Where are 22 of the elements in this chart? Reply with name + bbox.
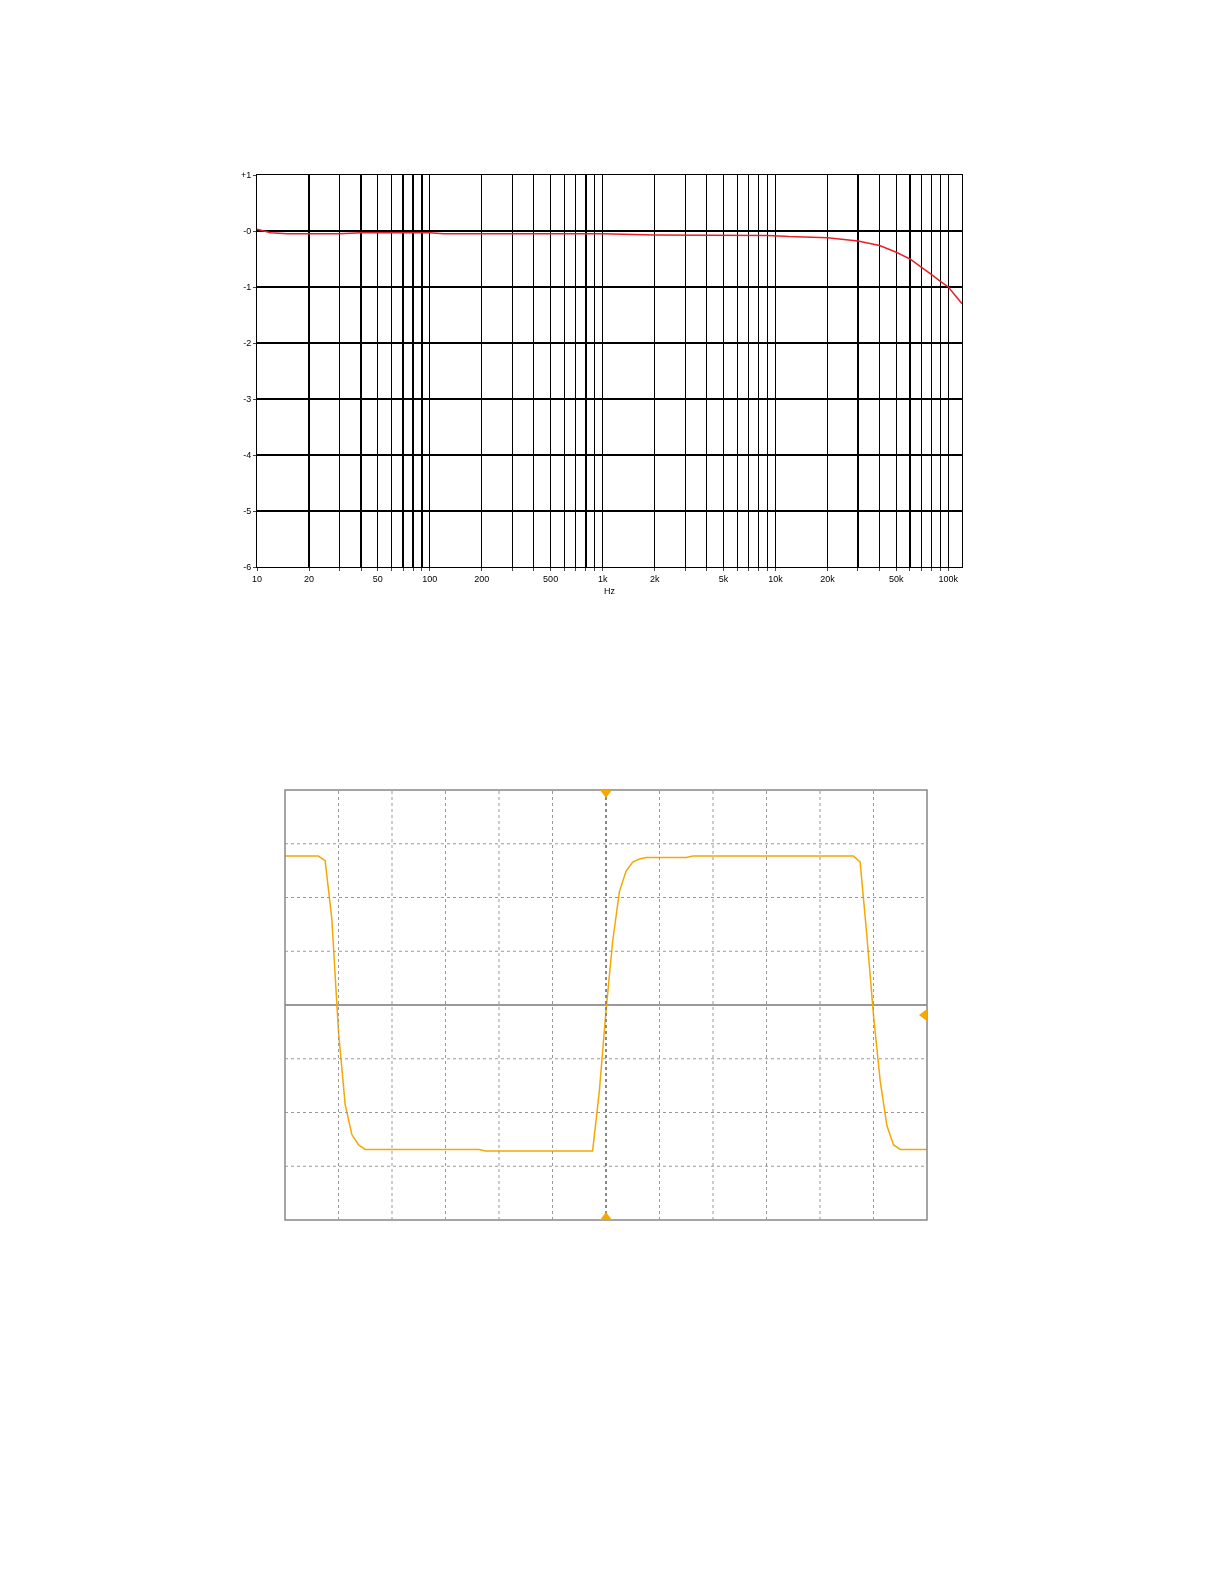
x-tick-label: 10: [251, 573, 263, 584]
x-tick-label: 50k: [889, 573, 905, 584]
x-tick-label: 50: [372, 573, 383, 584]
x-tick-label: 100: [422, 573, 438, 584]
x-tick-label: 20k: [820, 573, 836, 584]
x-tick-label: 10k: [768, 573, 784, 584]
x-tick-label: 20: [304, 573, 315, 584]
y-tick-label: -2: [243, 338, 252, 349]
x-axis-title: Hz: [604, 585, 616, 596]
x-tick-label: 500: [543, 573, 559, 584]
x-tick-label: 1k: [597, 573, 608, 584]
y-tick-label: -3: [243, 394, 252, 405]
x-tick-label: 200: [474, 573, 490, 584]
y-tick-label: +1: [240, 170, 252, 181]
y-tick-label: -1: [243, 282, 252, 293]
x-tick-label: 100k: [938, 573, 959, 584]
x-tick-label: 5k: [718, 573, 729, 584]
y-tick-label: -5: [243, 506, 252, 517]
y-tick-label: -4: [243, 450, 252, 461]
y-tick-label: -6: [243, 562, 252, 573]
y-tick-label: -0: [243, 226, 252, 237]
x-tick-label: 2k: [649, 573, 660, 584]
